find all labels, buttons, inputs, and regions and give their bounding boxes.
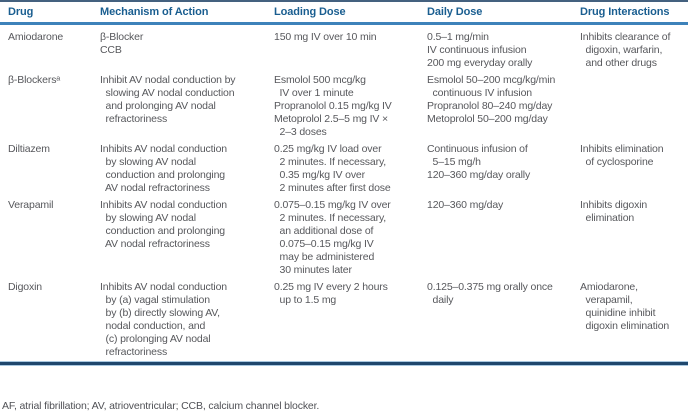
cell-mechanism: Inhibits AV nodal conduction by (a) vaga… xyxy=(100,281,227,358)
cell-loading-dose: Esmolol 500 mcg/kg IV over 1 minute Prop… xyxy=(274,74,392,138)
cell-loading-dose: 0.075–0.15 mg/kg IV over 2 minutes. If n… xyxy=(274,199,391,276)
table-row-digoxin: Digoxin Inhibits AV nodal conduction by … xyxy=(0,278,688,360)
cell-daily-dose: 120–360 mg/day xyxy=(427,199,504,211)
cell-drug: Diltiazem xyxy=(8,143,50,155)
table-bottom-rule xyxy=(0,361,688,366)
footnote-abbreviations: AF, atrial fibrillation; AV, atrioventri… xyxy=(2,400,320,412)
column-header-loading-dose: Loading Dose xyxy=(274,0,425,25)
cell-drug: Digoxin xyxy=(8,281,42,293)
cell-drug-interactions xyxy=(578,71,688,140)
table-body: Amiodarone β-Blocker CCB 150 mg IV over … xyxy=(0,24,688,361)
cell-loading-dose: 150 mg IV over 10 min xyxy=(274,31,377,43)
cell-drug: Verapamil xyxy=(8,199,54,211)
footnotes: AF, atrial fibrillation; AV, atrioventri… xyxy=(2,374,688,419)
cell-mechanism: Inhibit AV nodal conduction by slowing A… xyxy=(100,74,236,125)
cell-drug-interactions: Amiodarone, verapamil, quinidine inhibit… xyxy=(580,281,670,332)
cell-loading-dose: 0.25 mg/kg IV load over 2 minutes. If ne… xyxy=(274,143,391,194)
table-row-diltiazem: Diltiazem Inhibits AV nodal conduction b… xyxy=(0,140,688,196)
cell-drug-interactions: Inhibits elimination of cyclosporine xyxy=(580,143,664,168)
cell-drug-interactions: Inhibits clearance of digoxin, warfarin,… xyxy=(580,31,671,69)
column-header-daily-dose: Daily Dose xyxy=(425,0,578,25)
column-header-drug: Drug xyxy=(0,0,100,25)
cell-daily-dose: 0.125–0.375 mg orally once daily xyxy=(427,281,553,306)
af-drug-therapy-table: Drug Mechanism of Action Loading Dose Da… xyxy=(0,0,688,361)
table-row-beta-blockers: β-Blockersᵃ Inhibit AV nodal conduction … xyxy=(0,71,688,140)
column-header-mechanism: Mechanism of Action xyxy=(100,0,274,25)
cell-drug: Amiodarone xyxy=(8,31,64,43)
table-row-verapamil: Verapamil Inhibits AV nodal conduction b… xyxy=(0,196,688,278)
cell-mechanism: Inhibits AV nodal conduction by slowing … xyxy=(100,143,227,194)
cell-daily-dose: Esmolol 50–200 mcg/kg/min continuous IV … xyxy=(427,74,556,125)
table-header: Drug Mechanism of Action Loading Dose Da… xyxy=(0,0,688,25)
cell-drug-interactions: Inhibits digoxin elimination xyxy=(580,199,648,224)
cell-drug: β-Blockersᵃ xyxy=(8,74,61,86)
cell-loading-dose: 0.25 mg IV every 2 hours up to 1.5 mg xyxy=(274,281,388,306)
cell-mechanism: β-Blocker CCB xyxy=(100,31,144,56)
cell-daily-dose: 0.5–1 mg/min IV continuous infusion 200 … xyxy=(427,31,533,69)
column-header-drug-interactions: Drug Interactions xyxy=(578,0,688,25)
header-row: Drug Mechanism of Action Loading Dose Da… xyxy=(0,0,688,25)
table-row-amiodarone: Amiodarone β-Blocker CCB 150 mg IV over … xyxy=(0,24,688,72)
cell-mechanism: Inhibits AV nodal conduction by slowing … xyxy=(100,199,227,250)
cell-daily-dose: Continuous infusion of 5–15 mg/h 120–360… xyxy=(427,143,531,181)
